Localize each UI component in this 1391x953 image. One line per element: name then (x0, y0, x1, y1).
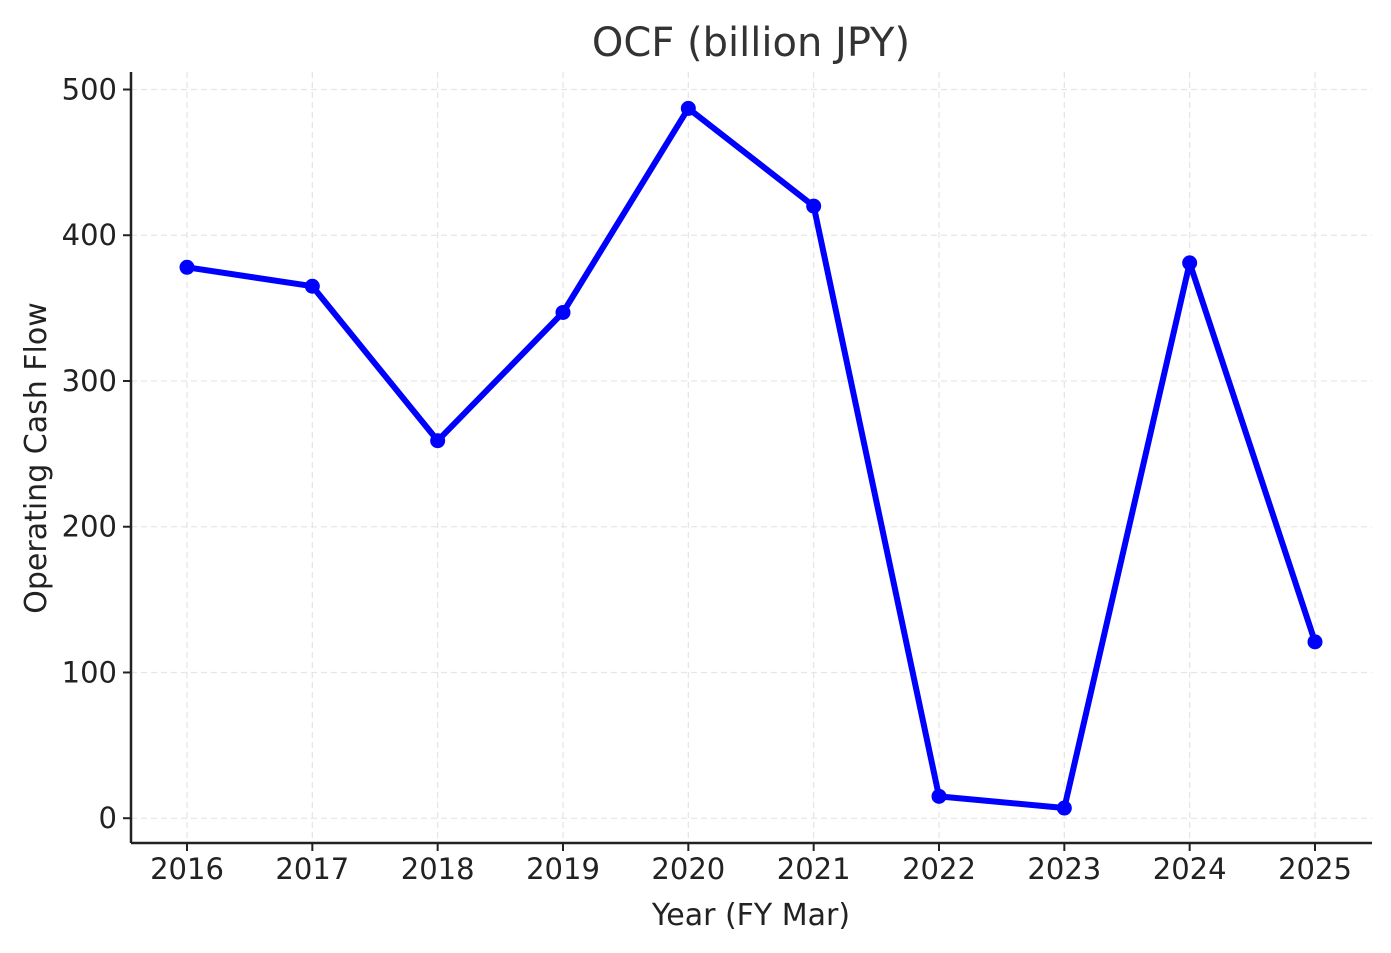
data-point-2021 (806, 198, 822, 214)
y-tick-label: 500 (62, 72, 117, 106)
x-tick-label: 2025 (1278, 852, 1352, 886)
data-point-2019 (555, 304, 571, 320)
axes (129, 72, 1372, 845)
y-tick-label: 200 (62, 510, 117, 544)
x-tick-label: 2022 (902, 852, 976, 886)
data-point-2023 (1056, 800, 1072, 816)
data-point-2020 (680, 100, 696, 116)
x-tick-label: 2018 (401, 852, 475, 886)
y-tick-label: 300 (62, 364, 117, 398)
y-axis-label: Operating Cash Flow (19, 302, 54, 614)
x-tick-label: 2020 (651, 852, 725, 886)
x-tick-label: 2021 (777, 852, 851, 886)
series-points (179, 100, 1323, 816)
data-point-2016 (179, 259, 195, 275)
x-ticks: 2016 2017 2018 2019 2020 2021 2022 2023 2024 2025 (150, 843, 1352, 886)
y-tick-label: 400 (62, 218, 117, 252)
grid (131, 72, 1372, 843)
y-ticks: 0 100 200 300 400 500 (62, 72, 131, 835)
data-point-2017 (304, 278, 320, 294)
x-tick-label: 2016 (150, 852, 224, 886)
series-operating-cash-flow (179, 100, 1323, 816)
y-tick-label: 0 (99, 801, 117, 835)
data-point-2024 (1182, 255, 1198, 271)
series-line (184, 105, 1318, 811)
x-axis-label: Year (FY Mar) (651, 898, 850, 933)
data-point-2018 (430, 433, 446, 449)
x-tick-label: 2023 (1027, 852, 1101, 886)
x-tick-label: 2017 (275, 852, 349, 886)
y-tick-label: 100 (62, 655, 117, 689)
chart-title: OCF (billion JPY) (592, 20, 910, 66)
data-point-2025 (1307, 634, 1323, 650)
x-tick-label: 2019 (526, 852, 600, 886)
data-point-2022 (931, 788, 947, 804)
x-tick-label: 2024 (1153, 852, 1227, 886)
